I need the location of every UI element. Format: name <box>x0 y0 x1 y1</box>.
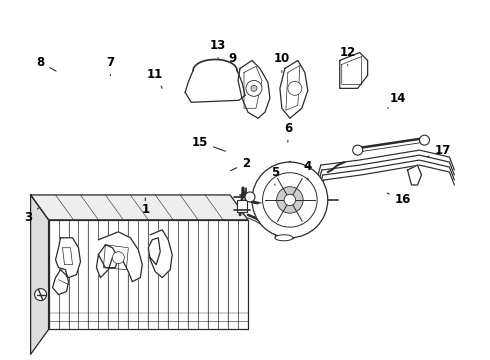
Circle shape <box>245 192 255 202</box>
Text: 6: 6 <box>284 122 292 142</box>
Ellipse shape <box>275 235 293 241</box>
Polygon shape <box>280 60 308 118</box>
Circle shape <box>112 252 124 264</box>
Text: 14: 14 <box>388 92 406 108</box>
Text: 9: 9 <box>228 52 238 72</box>
Circle shape <box>277 187 303 213</box>
Text: 17: 17 <box>427 144 451 157</box>
Bar <box>275 185 293 238</box>
Text: 5: 5 <box>271 166 279 185</box>
Polygon shape <box>185 71 245 95</box>
Circle shape <box>288 81 302 95</box>
Circle shape <box>300 200 310 210</box>
Text: 15: 15 <box>192 136 225 151</box>
Circle shape <box>246 80 262 96</box>
Polygon shape <box>238 60 270 118</box>
Text: 3: 3 <box>24 208 39 224</box>
Bar <box>237 200 247 212</box>
Text: 11: 11 <box>147 68 163 88</box>
Text: 16: 16 <box>387 193 411 206</box>
Polygon shape <box>49 220 248 329</box>
Text: 1: 1 <box>141 198 149 216</box>
Polygon shape <box>30 195 248 220</box>
Text: 13: 13 <box>210 39 226 58</box>
Polygon shape <box>52 238 80 294</box>
Polygon shape <box>408 165 421 185</box>
Circle shape <box>252 162 328 238</box>
Polygon shape <box>148 230 172 278</box>
Circle shape <box>251 85 257 91</box>
Text: 2: 2 <box>230 157 250 171</box>
Text: 8: 8 <box>36 56 56 71</box>
Polygon shape <box>30 195 49 354</box>
Circle shape <box>353 145 363 155</box>
Circle shape <box>419 135 429 145</box>
Text: 10: 10 <box>274 52 290 72</box>
Text: 7: 7 <box>106 56 115 76</box>
Polygon shape <box>340 53 368 88</box>
Circle shape <box>35 289 47 301</box>
Text: 4: 4 <box>304 159 312 180</box>
Circle shape <box>284 194 295 206</box>
Ellipse shape <box>275 182 293 188</box>
Circle shape <box>263 173 317 227</box>
Polygon shape <box>97 232 142 282</box>
Text: 12: 12 <box>340 46 356 66</box>
